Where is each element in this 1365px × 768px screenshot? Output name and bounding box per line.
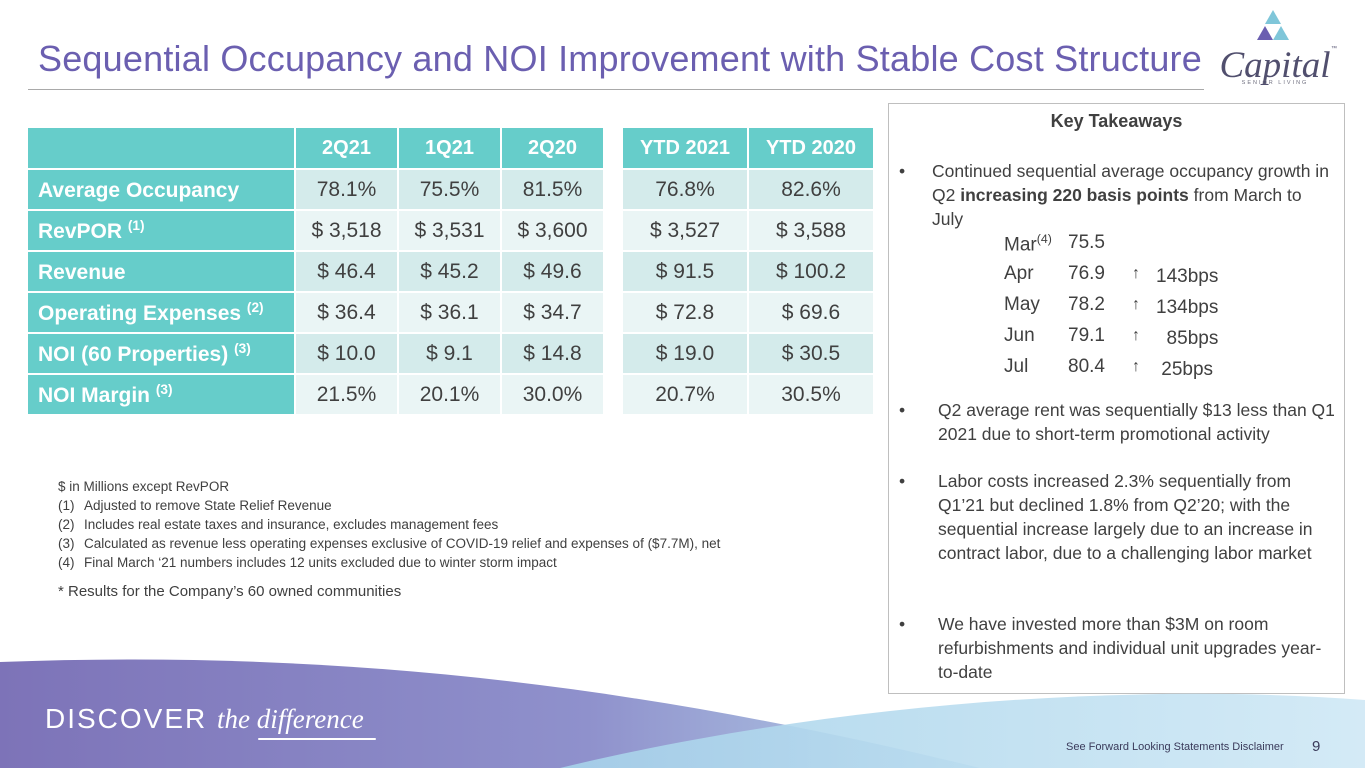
- footnotes: $ in Millions except RevPOR (1) Adjusted …: [58, 477, 720, 601]
- table-cell: 30.5%: [749, 375, 873, 414]
- table-cell: $ 3,527: [623, 211, 747, 250]
- table-cell: $ 3,518: [296, 211, 397, 250]
- row-label: Revenue: [28, 252, 294, 291]
- table-cell: $ 69.6: [749, 293, 873, 332]
- table-cell: $ 9.1: [399, 334, 500, 373]
- table-cell: $ 100.2: [749, 252, 873, 291]
- ytd-metrics-table: YTD 2021 YTD 2020 76.8% 82.6% $ 3,527 $ …: [621, 126, 875, 416]
- quarterly-metrics-table: 2Q21 1Q21 2Q20 Average Occupancy 78.1% 7…: [26, 126, 605, 416]
- logo-subtitle: SENIOR LIVING: [1241, 80, 1309, 86]
- table-cell: $ 34.7: [502, 293, 603, 332]
- table-row: $ 91.5 $ 100.2: [623, 252, 873, 291]
- table-row: $ 72.8 $ 69.6: [623, 293, 873, 332]
- table-cell: $ 49.6: [502, 252, 603, 291]
- bullet-icon: •: [899, 161, 906, 181]
- table-header-row: 2Q21 1Q21 2Q20: [28, 128, 603, 168]
- takeaway-rent: • Q2 average rent was sequentially $13 l…: [899, 400, 1335, 444]
- table-cell: 81.5%: [502, 170, 603, 209]
- table-row: 20.7% 30.5%: [623, 375, 873, 414]
- owned-communities-note: * Results for the Company’s 60 owned com…: [58, 583, 402, 600]
- table-row: Operating Expenses (2) $ 36.4 $ 36.1 $ 3…: [28, 293, 603, 332]
- column-header: YTD 2021: [623, 128, 747, 168]
- footer-wave-band: [0, 659, 1365, 768]
- row-label: NOI (60 Properties) (3): [28, 334, 294, 373]
- bullet-icon: •: [899, 400, 906, 420]
- table-cell: $ 19.0: [623, 334, 747, 373]
- table-row: $ 19.0 $ 30.5: [623, 334, 873, 373]
- table-cell: $ 91.5: [623, 252, 747, 291]
- table-row: NOI Margin (3) 21.5% 20.1% 30.0%: [28, 375, 603, 414]
- takeaway-occupancy: • Continued sequential average occupancy…: [899, 161, 1329, 229]
- table-cell: 76.8%: [623, 170, 747, 209]
- title-divider: [28, 89, 1204, 90]
- up-arrow-icon: ↑: [1132, 296, 1140, 313]
- bullet-icon: •: [899, 614, 906, 634]
- table-cell: $ 30.5: [749, 334, 873, 373]
- table-row: 76.8% 82.6%: [623, 170, 873, 209]
- table-cell: 82.6%: [749, 170, 873, 209]
- table-cell: $ 36.1: [399, 293, 500, 332]
- table-cell: 30.0%: [502, 375, 603, 414]
- notes-heading: $ in Millions except RevPOR: [58, 479, 230, 494]
- table-cell: $ 36.4: [296, 293, 397, 332]
- table-cell: $ 46.4: [296, 252, 397, 291]
- panel-title: Key Takeaways: [1050, 111, 1183, 131]
- table-cell: 20.7%: [623, 375, 747, 414]
- note-item: (3) Calculated as revenue less operating …: [58, 536, 721, 551]
- table-cell: $ 3,531: [399, 211, 500, 250]
- row-label: Operating Expenses (2): [28, 293, 294, 332]
- table-cell: $ 3,600: [502, 211, 603, 250]
- table-cell: 20.1%: [399, 375, 500, 414]
- table-cell: $ 72.8: [623, 293, 747, 332]
- up-arrow-icon: ↑: [1132, 265, 1140, 282]
- table-cell: 75.5%: [399, 170, 500, 209]
- note-item: (4) Final March ‘21 numbers includes 12 u…: [58, 555, 557, 570]
- bullet-icon: •: [899, 471, 906, 491]
- table-header-blank: [28, 128, 294, 168]
- takeaway-labor: • Labor costs increased 2.3% sequentiall…: [899, 471, 1313, 563]
- takeaway-investment: • We have invested more than $3M on room…: [899, 614, 1322, 682]
- up-arrow-icon: ↑: [1132, 327, 1140, 344]
- column-header: 1Q21: [399, 128, 500, 168]
- table-row: NOI (60 Properties) (3) $ 10.0 $ 9.1 $ 1…: [28, 334, 603, 373]
- column-header: 2Q20: [502, 128, 603, 168]
- company-logo: Capital ™ SENIOR LIVING: [1210, 8, 1340, 92]
- page-title: Sequential Occupancy and NOI Improvement…: [38, 38, 1202, 79]
- table-row: RevPOR (1) $ 3,518 $ 3,531 $ 3,600: [28, 211, 603, 250]
- table-cell: $ 14.8: [502, 334, 603, 373]
- disclaimer-link[interactable]: See Forward Looking Statements Disclaime…: [1066, 741, 1284, 753]
- table-cell: 21.5%: [296, 375, 397, 414]
- table-cell: $ 3,588: [749, 211, 873, 250]
- row-label: RevPOR (1): [28, 211, 294, 250]
- discover-tagline: DISCOVER the difference: [45, 703, 364, 734]
- logo-trademark: ™: [1331, 46, 1337, 52]
- key-takeaways-panel: Key Takeaways • Continued sequential ave…: [888, 103, 1345, 694]
- note-item: (1) Adjusted to remove State Relief Reven…: [58, 498, 332, 513]
- logo-wordmark: Capital: [1219, 45, 1331, 86]
- table-cell: $ 45.2: [399, 252, 500, 291]
- note-item: (2) Includes real estate taxes and insura…: [58, 517, 499, 532]
- column-header: YTD 2020: [749, 128, 873, 168]
- table-header-row: YTD 2021 YTD 2020: [623, 128, 873, 168]
- table-row: Average Occupancy 78.1% 75.5% 81.5%: [28, 170, 603, 209]
- table-row: Revenue $ 46.4 $ 45.2 $ 49.6: [28, 252, 603, 291]
- column-header: 2Q21: [296, 128, 397, 168]
- row-label: Average Occupancy: [28, 170, 294, 209]
- up-arrow-icon: ↑: [1132, 358, 1140, 375]
- row-label: NOI Margin (3): [28, 375, 294, 414]
- table-cell: $ 10.0: [296, 334, 397, 373]
- logo-triangles-icon: [1257, 10, 1289, 40]
- table-row: $ 3,527 $ 3,588: [623, 211, 873, 250]
- table-cell: 78.1%: [296, 170, 397, 209]
- page-number: 9: [1312, 738, 1321, 755]
- tagline-underline: [258, 738, 376, 740]
